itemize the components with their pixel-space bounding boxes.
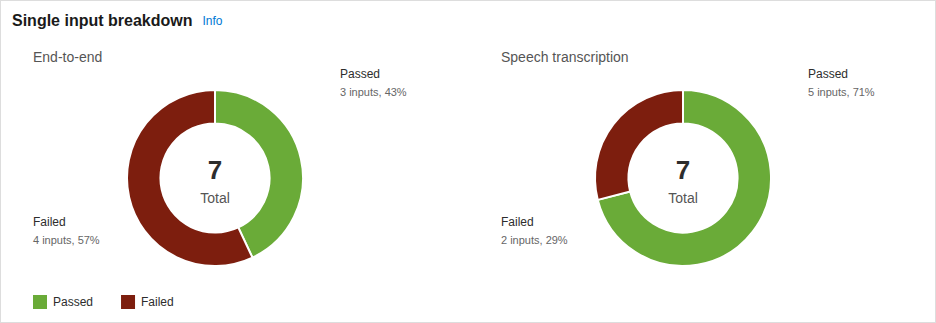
slice xyxy=(595,90,683,200)
annotation: 3 inputs, 43% xyxy=(340,86,407,98)
subtitle: Info xyxy=(202,14,222,28)
chart-title: End-to-end xyxy=(33,49,102,65)
legend-swatch xyxy=(121,295,135,309)
center-number: 7 xyxy=(676,155,690,185)
annotation: 5 inputs, 71% xyxy=(808,86,875,98)
category-label: Failed xyxy=(501,215,534,229)
annotation: 4 inputs, 57% xyxy=(33,234,100,246)
center-number: 7 xyxy=(208,155,222,185)
donut xyxy=(595,90,771,266)
legend-swatch xyxy=(33,295,47,309)
category-label: Passed xyxy=(340,67,380,81)
category-label: Passed xyxy=(808,67,848,81)
chart-canvas: Single input breakdown Info End-to-end 7 Tot… xyxy=(0,0,936,323)
legend: Passed Failed xyxy=(33,295,174,309)
annotation: 2 inputs, 29% xyxy=(501,234,568,246)
category-label: Failed xyxy=(33,215,66,229)
border xyxy=(1,1,936,323)
chart-title: Speech transcription xyxy=(501,49,629,65)
center-label: Total xyxy=(668,190,698,206)
donut xyxy=(127,90,303,266)
center-label: Total xyxy=(200,190,230,206)
legend-label: Passed xyxy=(53,295,93,309)
slice xyxy=(127,90,252,266)
title: Single input breakdown xyxy=(12,12,192,29)
legend-label: Failed xyxy=(141,295,174,309)
